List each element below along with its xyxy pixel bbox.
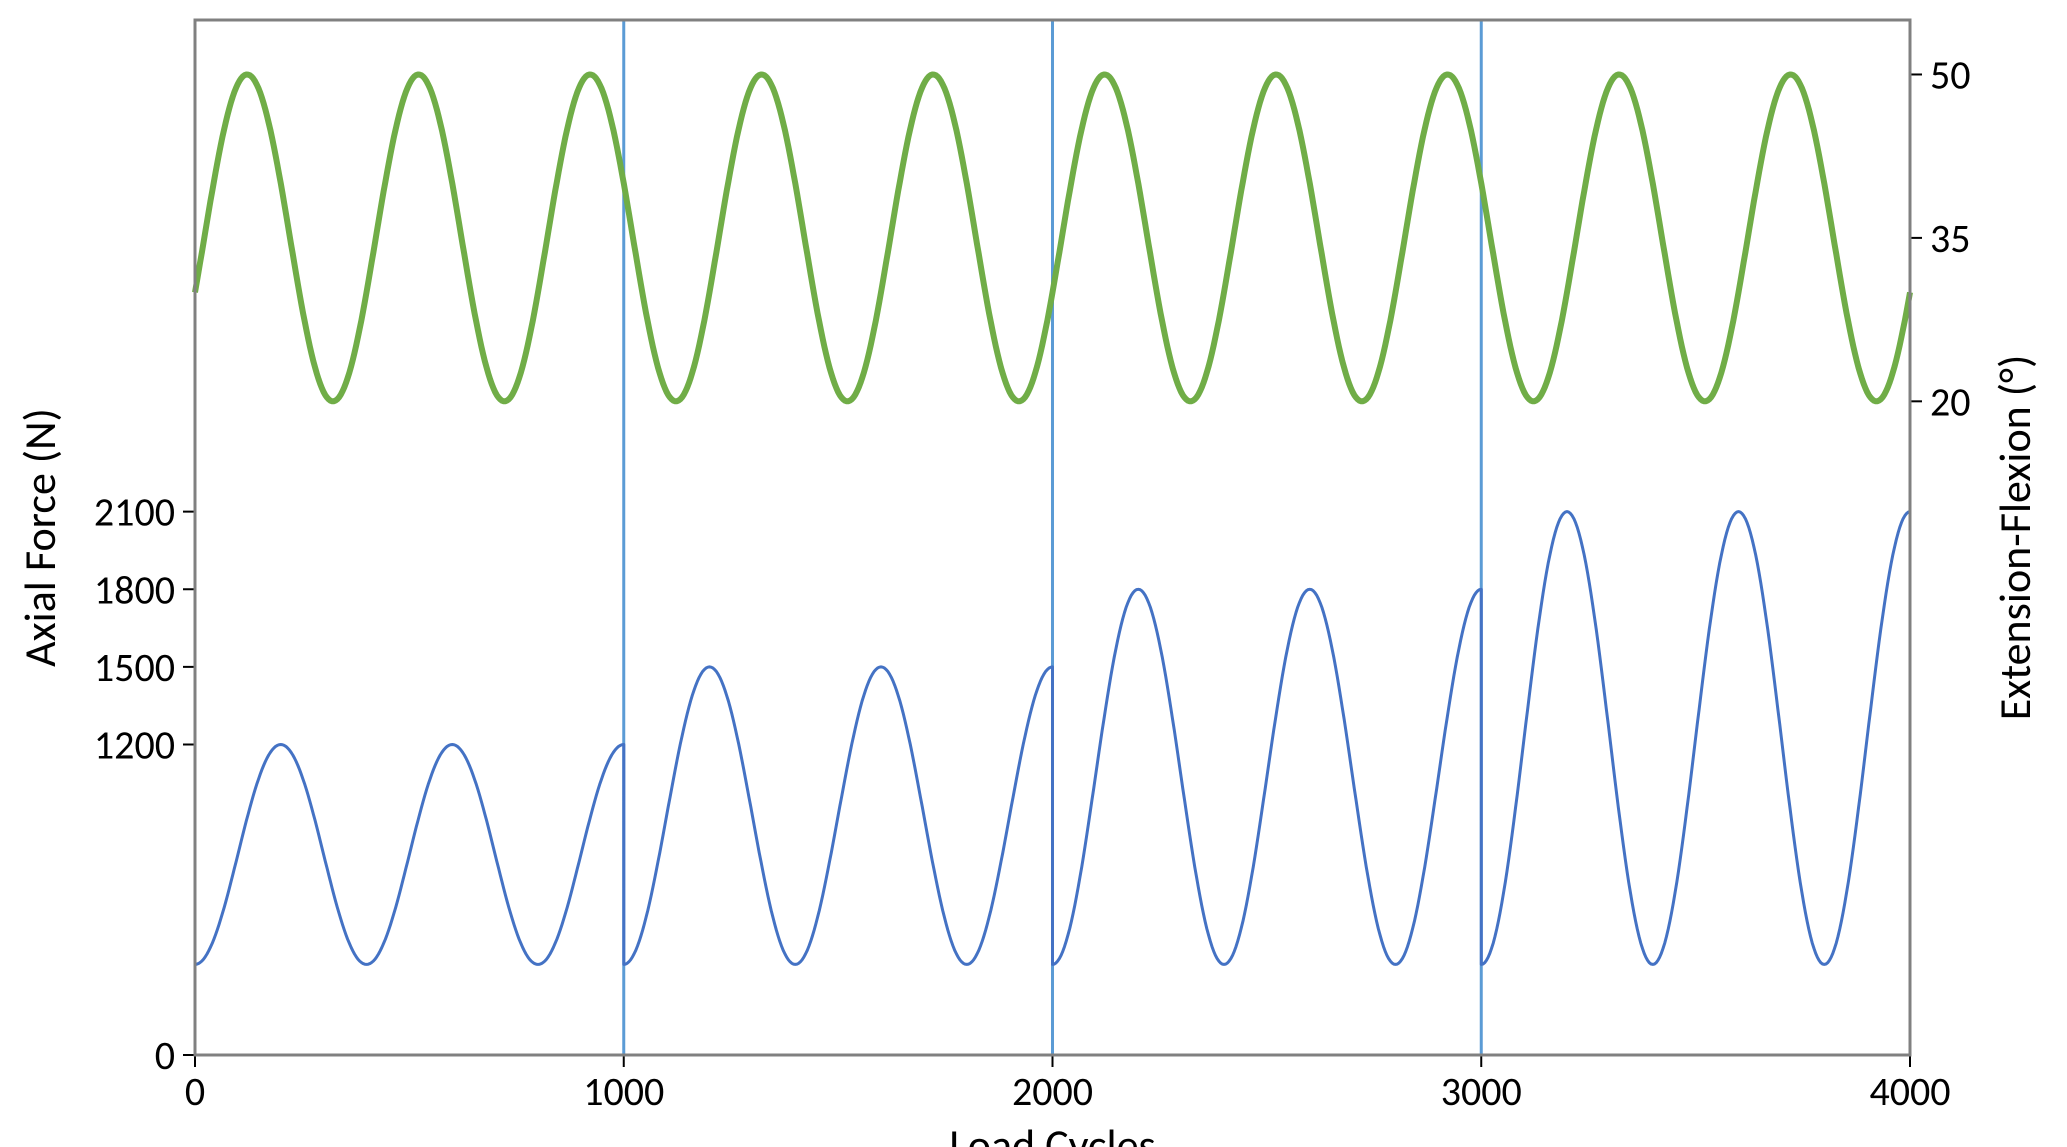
x-tick-label: 3000 — [1441, 1067, 1522, 1116]
y-left-tick-label: 1200 — [94, 721, 175, 770]
x-tick-label: 1000 — [583, 1067, 664, 1116]
y-right-tick-label: 50 — [1930, 50, 1971, 99]
chart-container: 0 1000 2000 3000 4000 Load Cycles 0 1200 1500 180… — [0, 0, 2067, 1147]
y-left-tick-label: 1500 — [94, 643, 175, 692]
y-left-axis-label: Axial Force (N) — [13, 408, 67, 667]
y-left-tick-label: 0 — [155, 1031, 175, 1080]
y-right-axis-label: Extension-Flexion (°) — [1988, 355, 2042, 721]
x-tick-label: 0 — [185, 1067, 205, 1116]
x-tick-label: 4000 — [1869, 1067, 1950, 1116]
y-left-tick-label: 1800 — [94, 565, 175, 614]
chart-svg: 0 1000 2000 3000 4000 Load Cycles 0 1200 1500 180… — [0, 0, 2067, 1147]
x-tick-label: 2000 — [1012, 1067, 1093, 1116]
y-right-tick-label: 20 — [1930, 377, 1971, 426]
y-right-tick-label: 35 — [1930, 214, 1971, 263]
y-left-tick-label: 2100 — [94, 488, 175, 537]
x-axis-label: Load Cycles — [949, 1118, 1155, 1147]
